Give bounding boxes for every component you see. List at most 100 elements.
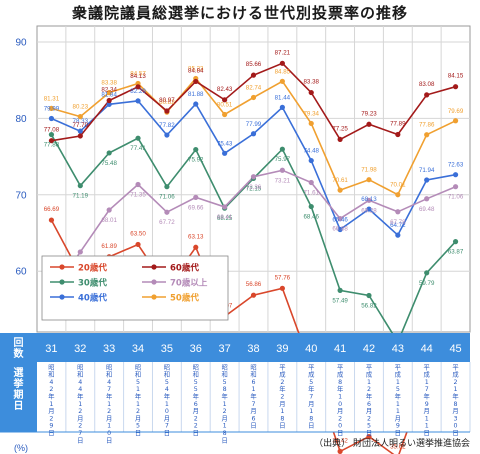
election-date: 2 <box>78 408 82 415</box>
data-point <box>106 207 112 213</box>
data-label: 68.13 <box>361 196 377 203</box>
election-date: 年 <box>48 392 54 401</box>
election-date: 月 <box>308 400 314 408</box>
data-point <box>308 120 314 127</box>
data-label: 80.51 <box>217 102 233 109</box>
election-date: 1 <box>136 386 140 393</box>
data-label: 77.86 <box>419 122 435 129</box>
election-date: 7 <box>107 386 111 393</box>
data-label: 82.43 <box>217 86 233 93</box>
data-label: 71.98 <box>361 167 377 174</box>
data-label: 57.76 <box>275 274 291 281</box>
election-date-header: 選 <box>14 366 24 379</box>
data-point <box>193 244 199 250</box>
data-label: 63.87 <box>448 249 464 256</box>
election-date: 和 <box>250 370 256 379</box>
data-point <box>337 287 343 293</box>
data-point <box>366 197 372 203</box>
election-date: 月 <box>221 414 227 422</box>
election-date: 月 <box>106 414 112 422</box>
election-date: 年 <box>250 392 256 401</box>
data-label: 67.72 <box>159 219 175 226</box>
election-date: 和 <box>77 370 83 379</box>
election-date: 1 <box>396 408 400 415</box>
election-date: 月 <box>424 407 430 415</box>
data-point <box>337 136 343 143</box>
data-point <box>337 216 343 222</box>
election-date: 1 <box>49 401 53 408</box>
legend-marker <box>151 279 157 285</box>
data-label: 81.44 <box>275 94 291 101</box>
election-date: 平 <box>424 363 430 371</box>
data-label: 79.23 <box>361 110 377 117</box>
election-date: 日 <box>395 429 401 437</box>
election-date: 2 <box>49 415 53 422</box>
election-date: 0 <box>165 408 169 415</box>
election-number: 35 <box>161 343 173 355</box>
election-date: 1 <box>78 401 82 408</box>
election-date: 8 <box>223 386 227 393</box>
data-point <box>452 239 459 245</box>
data-point <box>106 150 112 156</box>
data-label: 83.38 <box>303 79 319 86</box>
election-number: 41 <box>334 343 346 355</box>
data-label: 75.43 <box>217 140 233 147</box>
data-label: 81.84 <box>101 91 117 98</box>
data-label: 80.82 <box>159 99 175 106</box>
data-label: 84.13 <box>130 73 146 80</box>
data-label: 56.82 <box>361 302 377 309</box>
data-point <box>164 209 170 215</box>
data-point <box>308 157 314 164</box>
legend-marker <box>59 264 65 270</box>
election-date: 5 <box>309 379 313 386</box>
election-date: 0 <box>338 401 342 408</box>
election-date: 8 <box>223 430 227 437</box>
data-point <box>222 97 228 103</box>
election-date: 7 <box>251 401 255 408</box>
election-date: 5 <box>396 386 400 393</box>
election-number-row <box>0 333 470 362</box>
election-date: 7 <box>425 386 429 393</box>
election-date: 成 <box>308 370 315 379</box>
data-label: 74.48 <box>303 148 319 155</box>
data-label: 70.01 <box>390 182 406 189</box>
data-point <box>193 146 199 153</box>
data-point <box>48 105 55 111</box>
election-date: 2 <box>280 379 284 386</box>
data-point <box>337 448 343 454</box>
election-date: 年 <box>424 392 430 401</box>
data-point <box>48 217 55 223</box>
election-date: 和 <box>135 370 141 379</box>
election-date: 月 <box>366 407 372 415</box>
data-point <box>366 177 372 183</box>
election-date: 成 <box>395 370 402 379</box>
data-label: 66.69 <box>44 206 60 213</box>
data-label: 77.41 <box>130 145 146 152</box>
data-label: 82.74 <box>246 84 262 91</box>
election-number: 36 <box>190 343 202 355</box>
election-date: 1 <box>396 401 400 408</box>
data-label: 61.89 <box>101 243 117 250</box>
data-label: 82.29 <box>130 88 146 95</box>
data-point <box>222 111 228 118</box>
data-point <box>193 194 199 200</box>
election-date: 7 <box>78 430 82 437</box>
data-point <box>135 135 141 141</box>
data-point <box>135 98 141 104</box>
data-point <box>366 121 372 127</box>
data-label: 64.72 <box>390 222 406 229</box>
data-point <box>135 84 141 90</box>
election-date: 平 <box>452 363 458 371</box>
data-point <box>395 192 401 198</box>
election-date: 2 <box>136 408 140 415</box>
data-label: 69.48 <box>419 206 435 213</box>
data-point <box>48 138 55 144</box>
election-number: 31 <box>45 343 57 355</box>
data-point <box>250 131 257 137</box>
election-date: 1 <box>107 401 111 408</box>
election-date: 2 <box>367 415 371 422</box>
data-label: 35.62 <box>390 443 406 450</box>
election-date: 1 <box>280 408 284 415</box>
data-label: 59.79 <box>419 280 435 287</box>
election-date: 月 <box>77 414 83 422</box>
